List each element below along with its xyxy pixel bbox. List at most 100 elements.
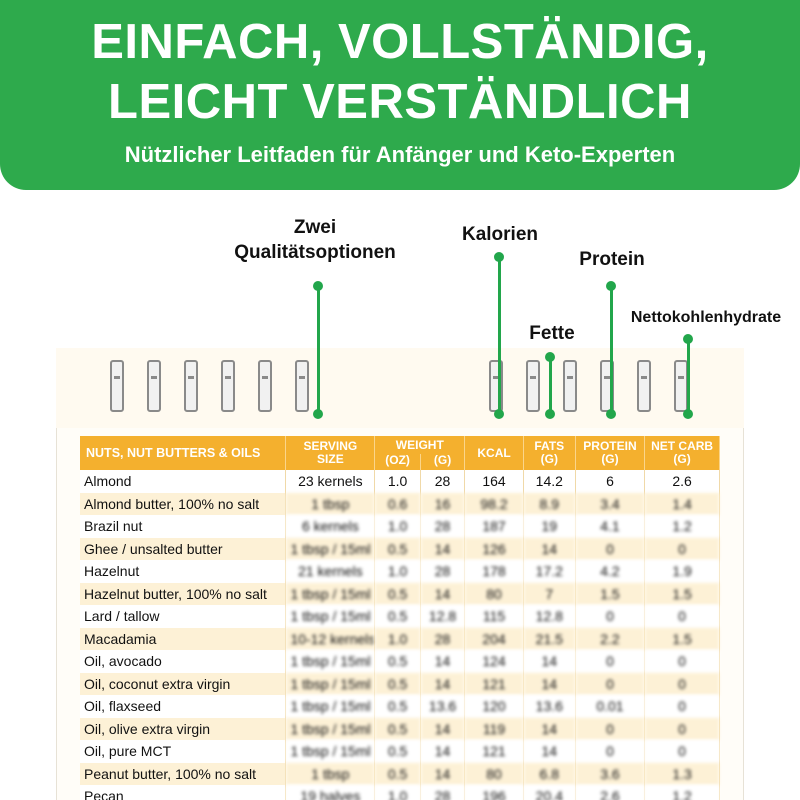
cell-kcal: 121 bbox=[464, 672, 524, 695]
cell-protein: 1.5 bbox=[575, 582, 646, 605]
cell-kcal: 121 bbox=[464, 740, 524, 763]
cell-serving: 1 tbsp / 15ml bbox=[285, 717, 376, 740]
header-weight-g: (G) bbox=[420, 453, 466, 470]
pointer-line-calories bbox=[498, 257, 501, 414]
cell-protein: 2.6 bbox=[575, 785, 646, 800]
spiral-ring bbox=[184, 360, 198, 412]
cell-name: Pecan bbox=[80, 785, 287, 800]
cell-netcarb: 1.5 bbox=[644, 582, 720, 605]
table-subheader-row: (OZ) (G) bbox=[80, 453, 720, 470]
cell-protein: 0 bbox=[575, 672, 646, 695]
cell-serving: 6 kernels bbox=[285, 515, 376, 538]
cell-g: 14 bbox=[420, 537, 466, 560]
cell-name: Almond bbox=[80, 470, 287, 493]
cell-netcarb: 0 bbox=[644, 605, 720, 628]
cell-fats: 14.2 bbox=[523, 470, 576, 493]
pointer-dot bbox=[606, 409, 616, 419]
cell-g: 14 bbox=[420, 672, 466, 695]
pointer-line-protein bbox=[610, 286, 613, 414]
cell-oz: 0.5 bbox=[374, 605, 421, 628]
header-category: NUTS, NUT BUTTERS & OILS bbox=[80, 436, 287, 470]
header-fats-line-1: FATS bbox=[534, 439, 565, 453]
pointer-dot bbox=[545, 409, 555, 419]
cell-fats: 7 bbox=[523, 582, 576, 605]
cell-oz: 0.5 bbox=[374, 537, 421, 560]
cell-protein: 0 bbox=[575, 650, 646, 673]
cell-g: 14 bbox=[420, 650, 466, 673]
cell-name: Lard / tallow bbox=[80, 605, 287, 628]
cell-protein: 2.2 bbox=[575, 627, 646, 650]
header-weight: WEIGHT bbox=[374, 436, 466, 454]
cell-fats: 14 bbox=[523, 650, 576, 673]
header-protein: PROTEIN (G) bbox=[575, 436, 646, 470]
cell-g: 14 bbox=[420, 717, 466, 740]
header-banner: EINFACH, VOLLSTÄNDIG, LEICHT VERSTÄNDLIC… bbox=[0, 0, 800, 190]
cell-name: Hazelnut butter, 100% no salt bbox=[80, 582, 287, 605]
cell-kcal: 196 bbox=[464, 785, 524, 800]
banner-subtitle: Nützlicher Leitfaden für Anfänger und Ke… bbox=[124, 142, 676, 167]
table-row: Hazelnut butter, 100% no salt 1 tbsp / 15… bbox=[80, 582, 720, 605]
spiral-ring bbox=[258, 360, 272, 412]
cell-kcal: 80 bbox=[464, 762, 524, 785]
cell-protein: 4.1 bbox=[575, 515, 646, 538]
callout-calories: Kalorien bbox=[461, 224, 539, 245]
cell-netcarb: 0 bbox=[644, 695, 720, 718]
table-row: Oil, flaxseed 1 tbsp / 15ml 0.5 13.6 120 13.6… bbox=[80, 695, 720, 718]
cell-g: 14 bbox=[420, 762, 466, 785]
notebook-top-strip bbox=[56, 348, 744, 428]
cell-oz: 1.0 bbox=[374, 785, 421, 800]
cell-kcal: 119 bbox=[464, 717, 524, 740]
cell-oz: 0.5 bbox=[374, 762, 421, 785]
cell-serving: 10-12 kernels bbox=[285, 627, 376, 650]
cell-name: Brazil nut bbox=[80, 515, 287, 538]
cell-name: Almond butter, 100% no salt bbox=[80, 492, 287, 515]
cell-fats: 14 bbox=[523, 672, 576, 695]
cell-serving: 1 tbsp bbox=[285, 762, 376, 785]
cell-oz: 1.0 bbox=[374, 515, 421, 538]
spiral-ring bbox=[526, 360, 540, 412]
table-row: Oil, avocado 1 tbsp / 15ml 0.5 14 124 14 0 0 bbox=[80, 650, 720, 673]
cell-g: 28 bbox=[420, 560, 466, 583]
cell-fats: 8.9 bbox=[523, 492, 576, 515]
cell-fats: 17.2 bbox=[523, 560, 576, 583]
cell-name: Macadamia bbox=[80, 627, 287, 650]
cell-g: 28 bbox=[420, 785, 466, 800]
cell-name: Hazelnut bbox=[80, 560, 287, 583]
cell-protein: 6 bbox=[575, 470, 646, 493]
cell-name: Ghee / unsalted butter bbox=[80, 537, 287, 560]
table-row: Macadamia 10-12 kernels 1.0 28 204 21.5 2.2 1.5 bbox=[80, 627, 720, 650]
cell-oz: 0.5 bbox=[374, 582, 421, 605]
header-weight-oz: (OZ) bbox=[374, 453, 421, 470]
cell-protein: 0.01 bbox=[575, 695, 646, 718]
table-row: Pecan 19 halves 1.0 28 196 20.4 2.6 1.2 bbox=[80, 785, 720, 800]
spiral-ring bbox=[637, 360, 651, 412]
cell-g: 16 bbox=[420, 492, 466, 515]
header-net-carb: NET CARB (G) bbox=[644, 436, 720, 470]
table-header-row: NUTS, NUT BUTTERS & OILS SERVING SIZE WEI… bbox=[80, 436, 720, 470]
callout-net-carbs: Nettokohlenhydrate bbox=[630, 309, 782, 326]
header-serving-line-2: SIZE bbox=[317, 452, 344, 466]
cell-serving: 1 tbsp / 15ml bbox=[285, 695, 376, 718]
spiral-ring bbox=[110, 360, 124, 412]
cell-fats: 12.8 bbox=[523, 605, 576, 628]
cell-protein: 0 bbox=[575, 605, 646, 628]
cell-name: Peanut butter, 100% no salt bbox=[80, 762, 287, 785]
callout-quality-options-line-2: Qualitätsoptionen bbox=[234, 242, 396, 263]
callout-quality-options-line-1: Zwei bbox=[293, 217, 337, 238]
cell-oz: 0.5 bbox=[374, 740, 421, 763]
cell-kcal: 126 bbox=[464, 537, 524, 560]
cell-oz: 0.5 bbox=[374, 695, 421, 718]
header-protein-line-1: PROTEIN bbox=[583, 439, 637, 453]
cell-protein: 4.2 bbox=[575, 560, 646, 583]
cell-oz: 1.0 bbox=[374, 560, 421, 583]
cell-g: 12.8 bbox=[420, 605, 466, 628]
cell-kcal: 80 bbox=[464, 582, 524, 605]
header-protein-line-2: (G) bbox=[601, 452, 619, 466]
header-net-carb-line-1: NET CARB bbox=[651, 439, 714, 453]
pointer-dot bbox=[683, 409, 693, 419]
cell-serving: 1 tbsp / 15ml bbox=[285, 537, 376, 560]
cell-protein: 3.6 bbox=[575, 762, 646, 785]
spiral-ring bbox=[295, 360, 309, 412]
table-row: Oil, olive extra virgin 1 tbsp / 15ml 0.5 1… bbox=[80, 717, 720, 740]
header-fats: FATS (G) bbox=[523, 436, 576, 470]
